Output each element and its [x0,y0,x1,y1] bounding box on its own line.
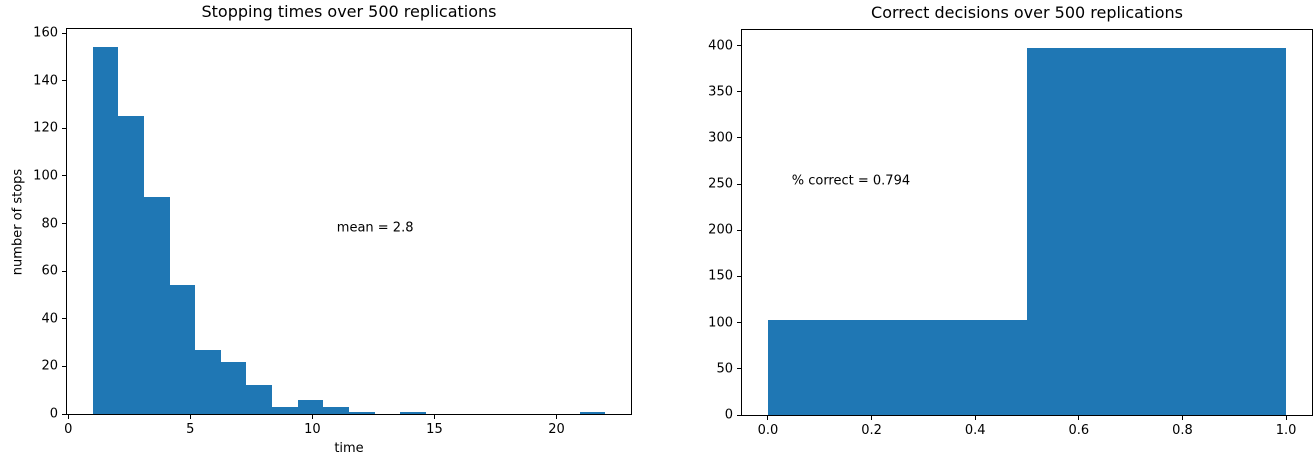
histogram-bar [400,411,426,414]
x-tick-mark [1181,416,1183,420]
y-tick-label: 100 [708,315,733,331]
x-tick-mark [67,415,69,419]
x-tick-label: 1.0 [1275,423,1297,438]
histogram-bar [220,361,247,414]
histogram-bar [297,399,324,414]
histogram-bar [143,197,170,414]
y-tick-label: 300 [708,130,733,146]
histogram-bar [349,411,375,414]
y-tick-mark [62,127,66,129]
x-tick-label: 5 [186,422,195,437]
y-tick-mark [737,45,741,47]
x-tick-label: 0.8 [1172,423,1193,438]
y-tick-label: 400 [708,38,733,54]
y-tick-mark [62,365,66,367]
chart-title: Stopping times over 500 replications [201,2,497,21]
x-axis-label: time [334,441,364,456]
histogram-bar [92,47,119,414]
y-tick-label: 150 [708,268,733,284]
axes-correct-decisions: Correct decisions over 500 replications … [708,3,1313,438]
x-tick-mark [556,415,558,419]
y-tick-label: 350 [708,84,733,100]
x-tick-label: 0.0 [757,423,779,438]
x-tick-mark [433,415,435,419]
histogram-bar [1027,48,1287,415]
y-tick-mark [62,270,66,272]
x-tick-mark [767,416,769,420]
y-tick-label: 0 [49,406,58,422]
y-tick-mark [62,413,66,415]
y-tick-label: 50 [716,361,733,377]
histogram-bar [195,349,221,414]
y-tick-label: 100 [33,168,58,184]
y-tick-mark [737,91,741,93]
x-tick-mark [974,416,976,420]
x-tick-mark [1285,416,1287,420]
y-tick-label: 200 [708,222,733,238]
y-tick-mark [737,322,741,324]
y-tick-mark [62,175,66,177]
histogram-bar [272,406,298,414]
y-tick-label: 40 [41,311,58,327]
x-tick-mark [311,415,313,419]
y-tick-mark [737,229,741,231]
y-tick-label: 140 [33,73,58,89]
y-tick-label: 20 [41,358,58,374]
y-tick-mark [737,368,741,370]
y-tick-label: 120 [33,120,58,136]
axes-stopping-times: Stopping times over 500 replications tim… [11,2,632,456]
y-tick-mark [737,137,741,139]
x-tick-label: 0.2 [861,423,882,438]
y-tick-mark [737,275,741,277]
y-tick-mark [62,318,66,320]
y-tick-mark [62,223,66,225]
y-tick-label: 0 [724,407,733,423]
y-tick-label: 80 [41,216,58,232]
x-tick-label: 0.6 [1068,423,1090,438]
y-tick-label: 160 [33,25,58,41]
x-tick-mark [189,415,191,419]
histogram-bar [169,285,196,414]
y-tick-mark [62,80,66,82]
chart-title: Correct decisions over 500 replications [871,3,1183,22]
y-tick-label: 250 [708,176,733,192]
y-tick-mark [737,183,741,185]
histogram-bar [767,319,1027,415]
x-tick-mark [871,416,873,420]
y-tick-mark [737,414,741,416]
annotation-percent-correct: % correct = 0.794 [791,173,911,189]
histogram-bar [323,406,349,414]
x-tick-label: 20 [548,422,565,437]
x-tick-label: 0 [64,422,73,437]
y-tick-mark [62,32,66,34]
histogram-bar [118,116,144,414]
x-tick-mark [1078,416,1080,420]
x-tick-label: 15 [426,422,443,437]
x-tick-label: 10 [304,422,321,437]
y-tick-label: 60 [41,263,58,279]
histogram-bar [579,411,606,414]
annotation-mean: mean = 2.8 [336,220,414,236]
x-tick-label: 0.4 [964,423,986,438]
histogram-bar [246,385,273,414]
